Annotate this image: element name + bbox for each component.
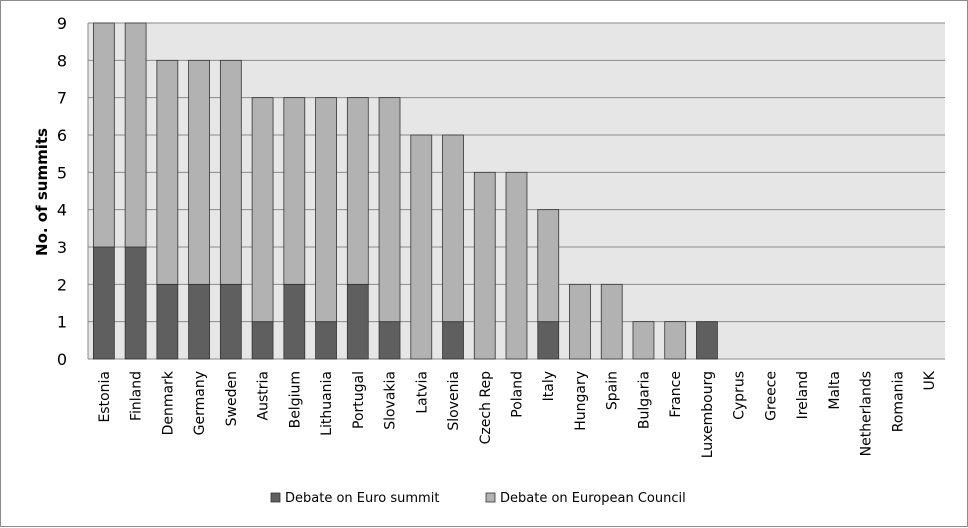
x-category-label: Cyprus xyxy=(732,371,748,420)
x-category-label: Estonia xyxy=(97,371,113,423)
bar-segment-european-council xyxy=(664,321,687,360)
x-category-label: Poland xyxy=(510,371,526,418)
y-tick-label: 7 xyxy=(57,89,67,108)
x-category-label: Hungary xyxy=(573,371,589,431)
bar-segment-european-council xyxy=(505,171,528,360)
x-category-label: Latvia xyxy=(414,371,430,414)
bar-segment-euro-summit xyxy=(156,283,179,360)
bar-segment-european-council xyxy=(569,283,591,360)
bar-segment-euro-summit xyxy=(251,321,274,360)
bar-segment-euro-summit xyxy=(124,246,147,360)
legend-label: Debate on Euro summit xyxy=(285,491,439,506)
bar-segment-euro-summit xyxy=(219,283,242,360)
y-tick-label: 6 xyxy=(57,126,67,145)
x-category-label: Ireland xyxy=(795,371,811,419)
y-tick-label: 3 xyxy=(57,238,67,257)
bar-segment-european-council xyxy=(600,283,623,360)
bar-segment-euro-summit xyxy=(346,283,369,360)
y-tick-label: 9 xyxy=(57,14,67,33)
bar-segment-european-council xyxy=(251,97,274,323)
x-category-label: Italy xyxy=(541,371,557,401)
bar-segment-european-council xyxy=(378,97,401,323)
bar-segment-euro-summit xyxy=(283,283,306,360)
y-tick-label: 0 xyxy=(57,350,67,369)
bar-segment-euro-summit xyxy=(188,283,210,360)
x-category-label: Romania xyxy=(890,371,906,432)
bar-segment-european-council xyxy=(124,22,147,248)
x-category-label: Malta xyxy=(827,371,843,410)
y-axis-label: No. of summits xyxy=(33,128,51,256)
x-category-label: Sweden xyxy=(224,371,240,426)
x-category-label: Germany xyxy=(192,371,208,435)
y-tick-label: 2 xyxy=(57,275,67,294)
x-axis-categories: Estonia Finland Denmark Germany Sweden Austri… xyxy=(97,370,938,458)
bar-segment-european-council xyxy=(473,171,496,360)
bar-segment-european-council xyxy=(188,59,210,285)
bar-segment-european-council xyxy=(346,97,369,285)
bar-segment-euro-summit xyxy=(92,246,115,360)
x-category-label: Bulgaria xyxy=(636,371,652,429)
x-category-label: Slovakia xyxy=(383,371,399,430)
bar-segment-euro-summit xyxy=(537,321,560,360)
bars xyxy=(92,22,718,360)
x-category-label: Portugal xyxy=(351,371,367,429)
x-category-label: Denmark xyxy=(160,370,176,435)
y-tick-label: 5 xyxy=(57,163,67,182)
x-category-label: Netherlands xyxy=(859,371,875,456)
x-category-label: France xyxy=(668,371,684,418)
x-category-label: Slovenia xyxy=(446,371,462,431)
x-category-label: Lithuania xyxy=(319,371,335,436)
bar-segment-european-council xyxy=(156,59,179,285)
bar-segment-european-council xyxy=(442,134,464,323)
bar-segment-euro-summit xyxy=(378,321,401,360)
legend: Debate on Euro summit Debate on European … xyxy=(270,491,686,506)
x-category-label: Luxembourg xyxy=(700,371,716,458)
bar-segment-european-council xyxy=(219,59,242,285)
x-category-label: Greece xyxy=(763,371,779,421)
bar-segment-european-council xyxy=(632,321,655,360)
bar-segment-european-council xyxy=(92,22,115,248)
y-axis-ticks: 0 1 2 3 4 5 6 7 8 9 xyxy=(57,14,67,369)
x-category-label: Spain xyxy=(605,371,621,410)
x-category-label: Czech Rep xyxy=(478,371,494,444)
y-tick-label: 1 xyxy=(57,313,67,332)
bar-segment-european-council xyxy=(537,209,560,323)
bar-segment-european-council xyxy=(283,97,306,285)
x-category-label: UK xyxy=(922,370,938,390)
legend-swatch xyxy=(485,492,496,503)
bar-segment-european-council xyxy=(410,134,433,360)
bar-segment-euro-summit xyxy=(696,321,718,360)
legend-swatch xyxy=(270,492,281,503)
x-category-label: Belgium xyxy=(287,371,303,428)
x-category-label: Finland xyxy=(129,371,145,421)
x-category-label: Austria xyxy=(256,371,272,420)
bar-segment-euro-summit xyxy=(442,321,464,360)
bar-segment-european-council xyxy=(315,97,337,323)
legend-label: Debate on European Council xyxy=(500,491,686,506)
y-tick-label: 8 xyxy=(57,51,67,70)
y-tick-label: 4 xyxy=(57,201,67,220)
bar-segment-euro-summit xyxy=(315,321,337,360)
